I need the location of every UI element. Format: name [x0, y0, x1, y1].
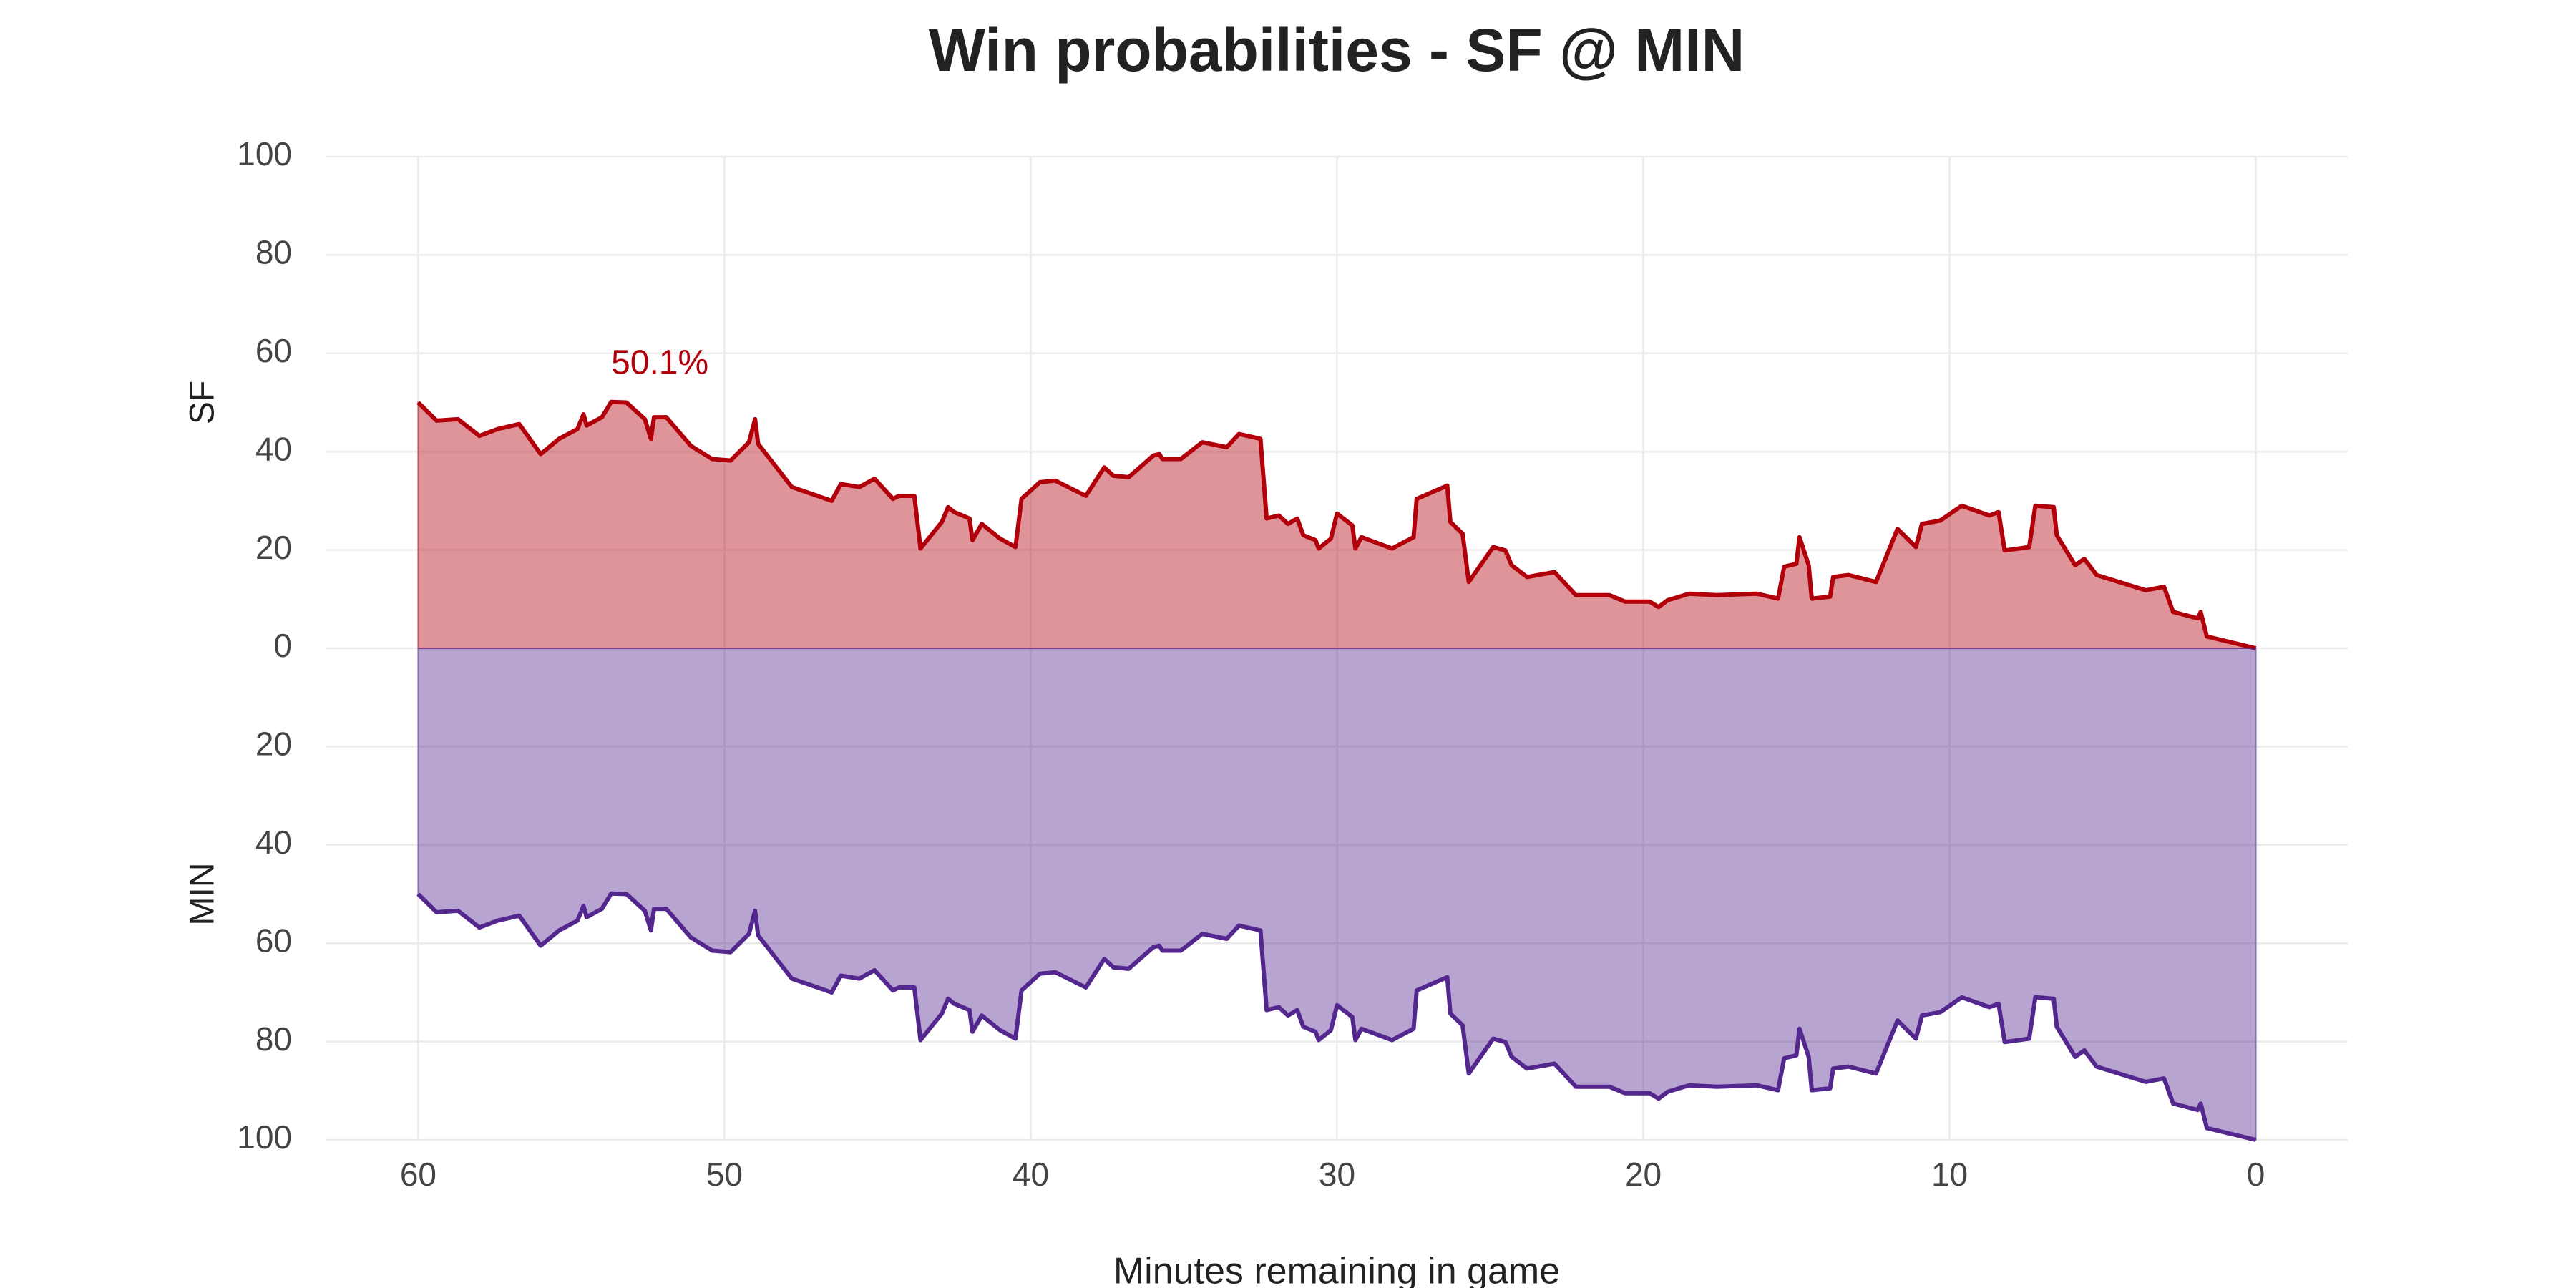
- x-tick-label: 30: [1319, 1156, 1355, 1193]
- y-tick-label: 60: [255, 332, 292, 369]
- y-tick-label: 60: [255, 922, 292, 959]
- x-tick-label: 0: [2247, 1156, 2265, 1193]
- y-tick-label: 0: [273, 627, 292, 664]
- chart-title: Win probabilities - SF @ MIN: [929, 16, 1745, 84]
- y-tick-label: 20: [255, 529, 292, 566]
- line: [416, 891, 2257, 1142]
- x-tick-label: 40: [1013, 1156, 1049, 1193]
- y-axis-title: MIN: [184, 863, 222, 926]
- y-tick-label: 80: [255, 234, 292, 271]
- y-axis-title: SF: [184, 381, 222, 424]
- y-tick-label: 80: [255, 1020, 292, 1058]
- x-tick-label: 50: [706, 1156, 743, 1193]
- y-tick-label: 100: [237, 135, 292, 172]
- x-tick-label: 20: [1625, 1156, 1662, 1193]
- y-tick-label: 100: [237, 1118, 292, 1156]
- x-tick-label: 10: [1931, 1156, 1968, 1193]
- y-tick-label: 20: [255, 726, 292, 763]
- line: [416, 399, 2257, 650]
- x-axis-title: Minutes remaining in game: [1113, 1251, 1560, 1288]
- y-tick-label: 40: [255, 430, 292, 467]
- annotation: 50.1%: [611, 343, 708, 381]
- y-tick-label: 40: [255, 824, 292, 861]
- x-tick-label: 60: [400, 1156, 436, 1193]
